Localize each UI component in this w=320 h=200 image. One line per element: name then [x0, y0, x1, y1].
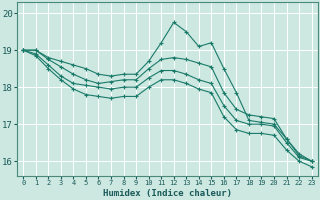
- X-axis label: Humidex (Indice chaleur): Humidex (Indice chaleur): [103, 189, 232, 198]
